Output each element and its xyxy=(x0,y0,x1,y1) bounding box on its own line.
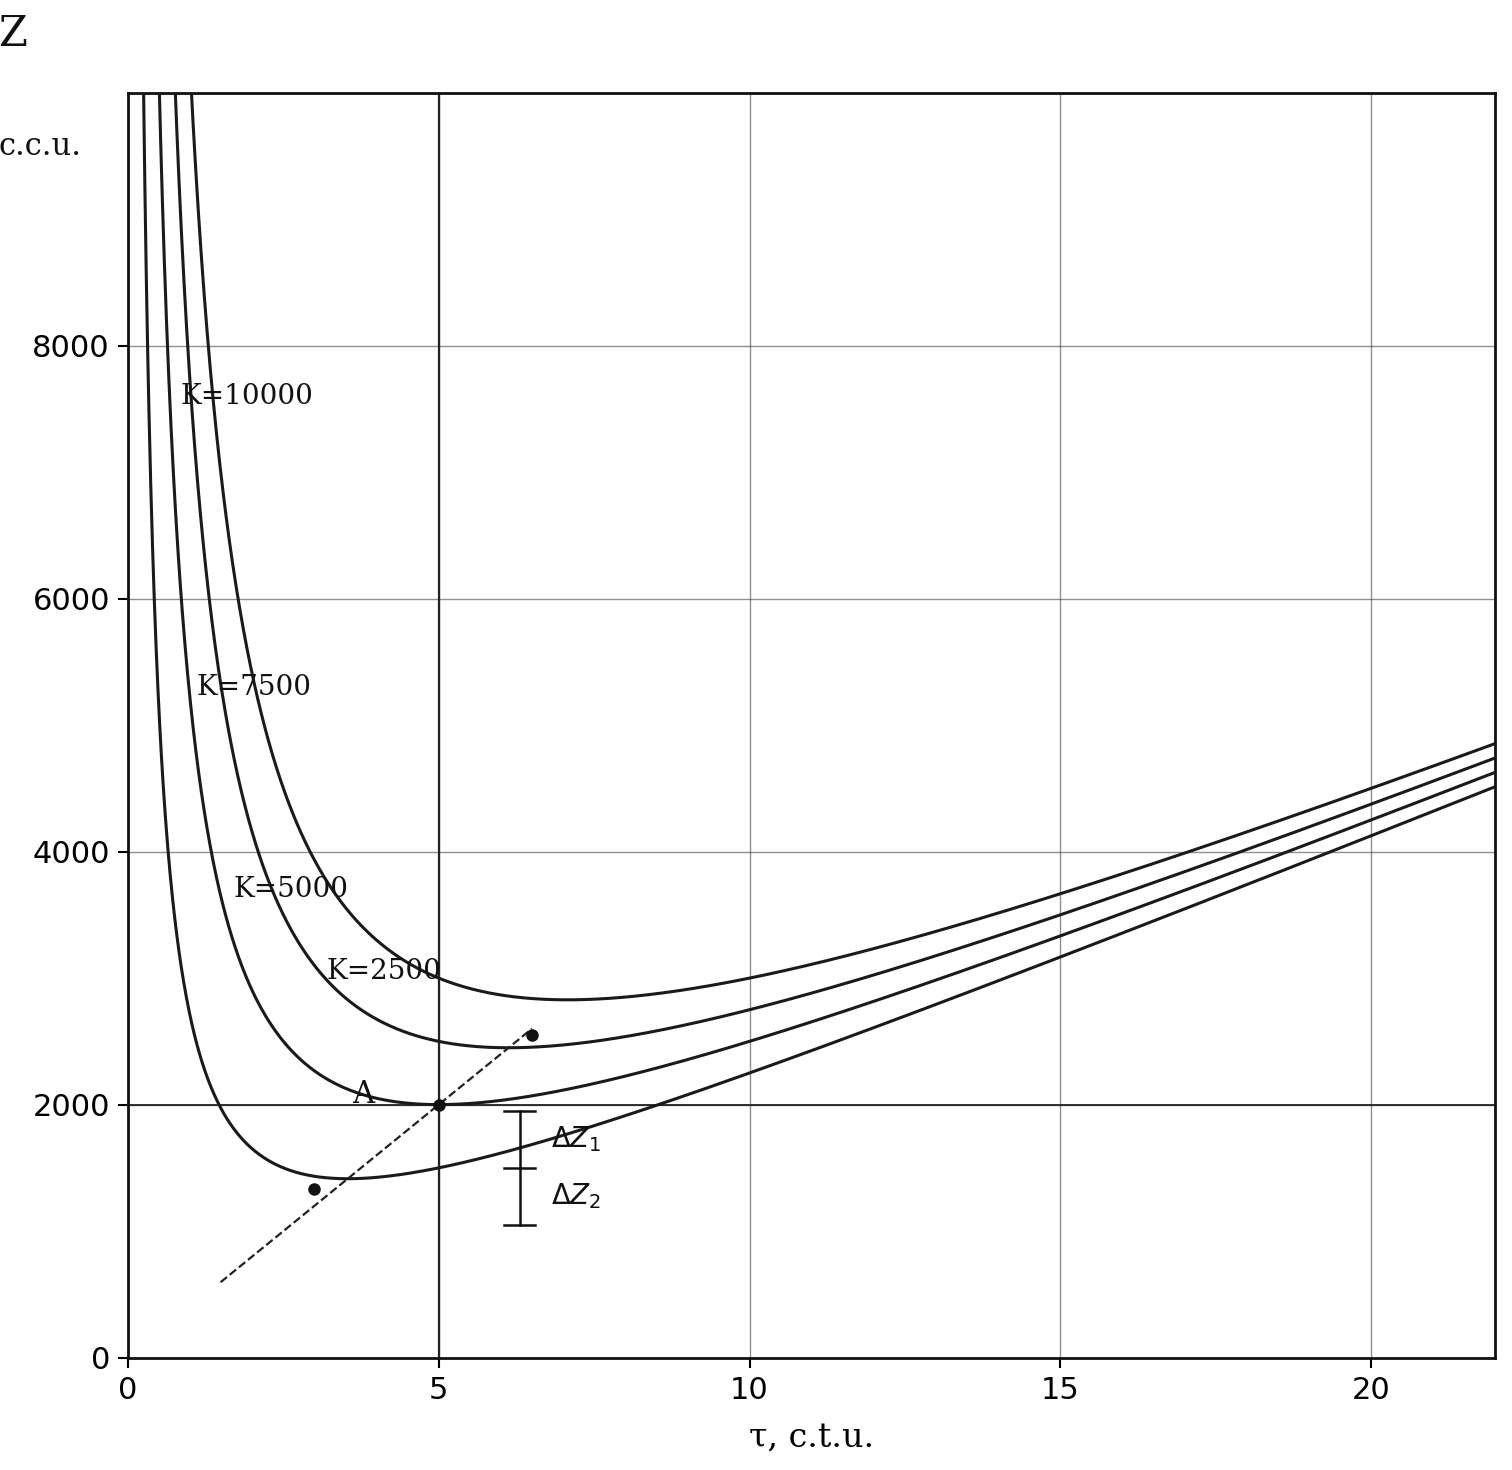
Text: $\Delta Z_2$: $\Delta Z_2$ xyxy=(550,1182,600,1211)
X-axis label: τ, c.t.u.: τ, c.t.u. xyxy=(748,1421,874,1454)
Text: A: A xyxy=(352,1079,373,1110)
Text: K=2500: K=2500 xyxy=(327,958,442,985)
Text: $\Delta Z_1$: $\Delta Z_1$ xyxy=(550,1125,602,1154)
Text: K=7500: K=7500 xyxy=(197,673,311,701)
Text: c.c.u.: c.c.u. xyxy=(0,131,82,162)
Text: K=5000: K=5000 xyxy=(234,876,349,903)
Text: Z: Z xyxy=(0,13,27,54)
Text: K=10000: K=10000 xyxy=(181,382,313,410)
